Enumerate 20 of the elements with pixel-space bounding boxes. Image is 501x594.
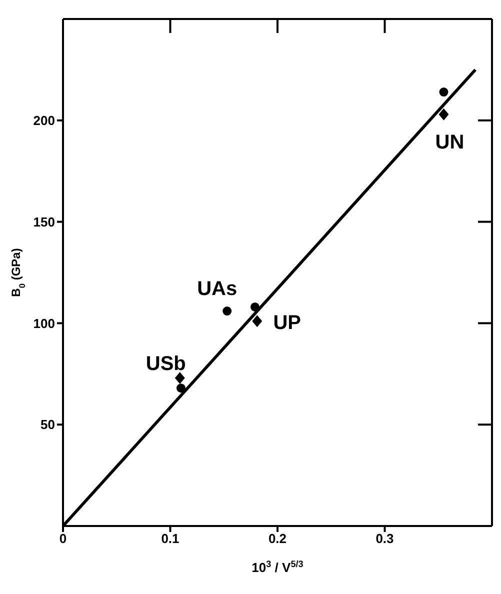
y-tick-label: 100	[33, 316, 55, 331]
y-tick-label: 200	[33, 113, 55, 128]
x-tick-label: 0.2	[268, 531, 287, 546]
point	[252, 315, 262, 328]
y-tick-label: 150	[33, 214, 55, 230]
annotation: USb	[146, 352, 186, 375]
x-tick-label: 0.1	[161, 531, 180, 546]
point	[222, 306, 232, 316]
x-tick-label: 0	[59, 531, 67, 546]
annotation: UAs	[197, 278, 238, 300]
annotation: UN	[435, 131, 464, 154]
x-axis-title: 10$^{3}$ / V$^{5/3}$	[252, 559, 304, 575]
point	[250, 302, 260, 312]
annotation: UP	[273, 312, 302, 334]
point	[174, 372, 185, 384]
point	[176, 384, 186, 393]
point	[438, 108, 449, 120]
y-tick-label: 50	[40, 417, 55, 432]
x-tick-label: 0.3	[376, 531, 394, 546]
point	[439, 88, 448, 97]
